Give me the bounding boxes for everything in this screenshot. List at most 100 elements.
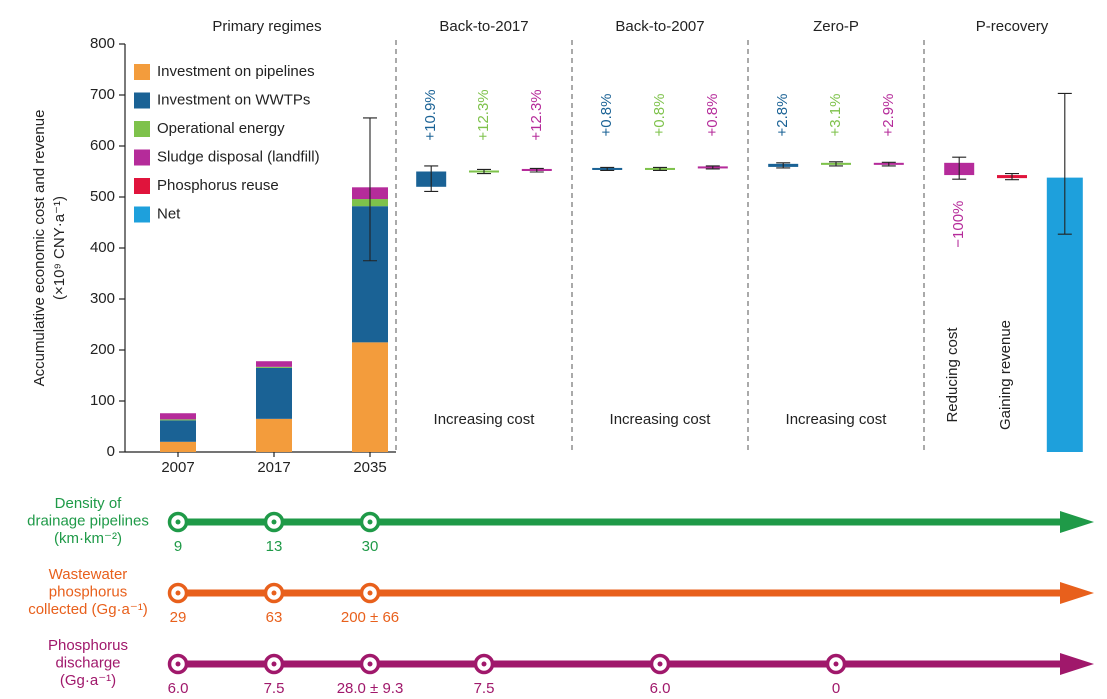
legend-swatch [134,92,150,109]
timeline-dot [481,661,487,667]
legend-swatch [134,121,150,137]
timeline-dot [833,661,839,667]
timeline-value: 13 [266,538,283,555]
bar-segment [256,367,292,419]
timeline-value: 7.5 [474,680,495,697]
timeline-label: Wastewater [49,566,128,583]
change-label: +10.9% [422,89,439,140]
timeline-dot [657,661,663,667]
timeline-dot [175,661,181,667]
timeline-value: 200 ± 66 [341,609,399,626]
timeline-dot [271,661,277,667]
timeline-label: collected (Gg·a⁻¹) [28,601,148,618]
y-tick-label: 600 [90,137,115,154]
legend-swatch [134,178,150,194]
y-tick-label: 200 [90,341,115,358]
x-tick-label: 2007 [161,459,194,476]
timeline-label: (km·km⁻²) [54,530,122,547]
y-tick-label: 700 [90,86,115,103]
timeline-dot [271,519,277,525]
arrow-head [1060,653,1094,675]
timeline-dot [175,590,181,596]
legend-label: Sludge disposal (landfill) [157,148,320,165]
timeline-label: discharge [55,654,120,671]
timeline-dot [175,519,181,525]
y-axis-label: Accumulative economic cost and revenue [31,110,48,387]
legend-swatch [134,206,150,223]
panel-note: Increasing cost [434,411,536,428]
error-bar [477,168,491,175]
error-bar [600,166,615,172]
panel-note: Increasing cost [610,411,712,428]
item-note: Gaining revenue [997,320,1014,430]
bar-segment [160,420,196,442]
error-bar [529,167,544,173]
y-tick-label: 800 [90,35,115,52]
timeline-label: phosphorus [49,583,127,600]
panel-title: Zero-P [813,18,859,35]
x-tick-label: 2017 [257,459,290,476]
timeline-label: Phosphorus [48,637,128,654]
x-tick-label: 2035 [353,459,386,476]
error-bar [424,165,439,192]
error-bar [653,166,667,172]
error-bar [952,156,967,180]
error-bar [1005,172,1019,181]
timeline-value: 28.0 ± 9.3 [337,680,404,697]
timeline-dot [271,590,277,596]
error-bar [829,161,843,167]
bar-segment [160,413,196,420]
change-label: −100% [950,201,967,248]
change-label: +2.9% [880,94,897,137]
change-label: +3.1% [827,94,844,137]
timeline-value: 30 [362,538,379,555]
y-axis-label: (×10⁹ CNY·a⁻¹) [51,196,68,300]
item-note: Reducing cost [944,327,961,423]
timeline-value: 6.0 [168,680,189,697]
bar-segment [256,418,292,452]
y-tick-label: 400 [90,239,115,256]
change-label: +12.3% [475,89,492,140]
panel-title: Back-to-2007 [615,18,704,35]
bar-segment [160,441,196,452]
change-label: +0.8% [651,94,668,137]
bar-segment [256,366,292,368]
legend-swatch [134,64,150,80]
timeline-value: 9 [174,538,182,555]
arrow-head [1060,511,1094,533]
timeline-dot [367,590,373,596]
change-label: +2.8% [774,94,791,137]
timeline-label: drainage pipelines [27,512,149,529]
panel-title: P-recovery [976,18,1049,35]
change-label: +0.8% [704,94,721,137]
bar-segment [160,419,196,421]
timeline-value: 6.0 [650,680,671,697]
error-bar [705,165,720,170]
timeline-label: (Gg·a⁻¹) [60,672,116,689]
timeline-label: Density of [55,495,123,512]
legend-label: Investment on pipelines [157,63,315,80]
error-bar [776,162,791,169]
y-tick-label: 100 [90,392,115,409]
y-tick-label: 0 [107,443,115,460]
change-label: +12.3% [528,89,545,140]
timeline-dot [367,661,373,667]
legend-label: Phosphorus reuse [157,177,279,194]
error-bar [1057,92,1072,235]
legend-label: Investment on WWTPs [157,91,310,108]
legend-label: Net [157,205,181,222]
panel-note: Increasing cost [786,411,888,428]
legend-swatch [134,149,150,166]
timeline-value: 63 [266,609,283,626]
timeline-value: 0 [832,680,840,697]
error-bar [881,161,896,167]
panel-title: Back-to-2017 [439,18,528,35]
error-bar [363,117,377,262]
timeline-dot [367,519,373,525]
timeline-value: 7.5 [264,680,285,697]
y-tick-label: 500 [90,188,115,205]
change-label: +0.8% [598,94,615,137]
bar-segment [256,361,292,367]
legend-label: Operational energy [157,120,285,137]
